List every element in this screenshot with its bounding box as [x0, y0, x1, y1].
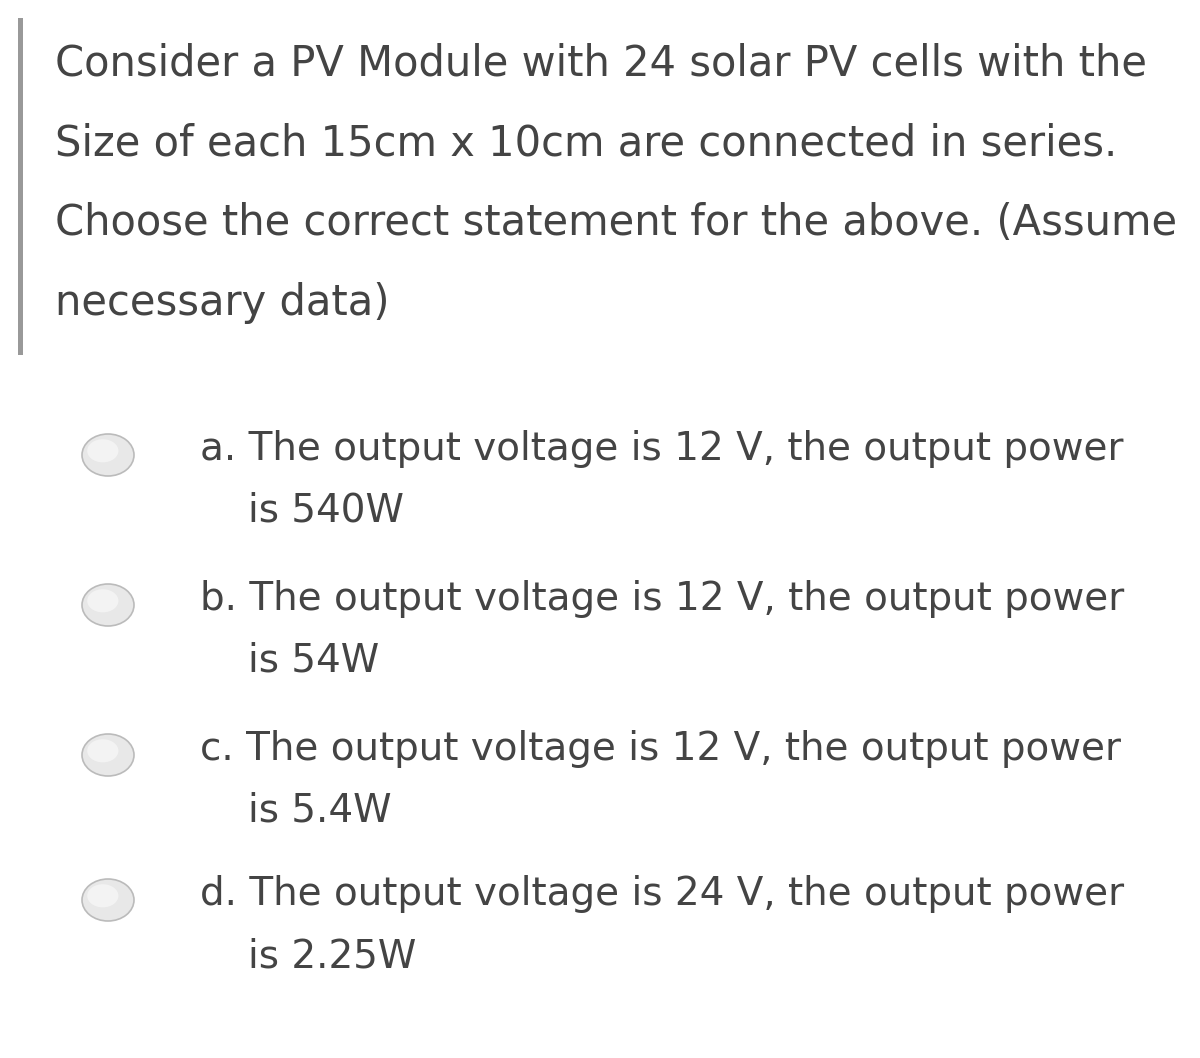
- Text: c. The output voltage is 12 V, the output power: c. The output voltage is 12 V, the outpu…: [200, 730, 1121, 768]
- Ellipse shape: [88, 589, 119, 613]
- Ellipse shape: [82, 434, 134, 476]
- Text: a. The output voltage is 12 V, the output power: a. The output voltage is 12 V, the outpu…: [200, 430, 1123, 468]
- Text: is 5.4W: is 5.4W: [248, 792, 391, 829]
- Bar: [18, 18, 23, 355]
- Text: d. The output voltage is 24 V, the output power: d. The output voltage is 24 V, the outpu…: [200, 875, 1124, 913]
- Text: Size of each 15cm x 10cm are connected in series.: Size of each 15cm x 10cm are connected i…: [55, 122, 1117, 164]
- Ellipse shape: [82, 734, 134, 776]
- Ellipse shape: [88, 439, 119, 462]
- Ellipse shape: [88, 884, 119, 908]
- Text: is 540W: is 540W: [248, 492, 404, 530]
- Text: b. The output voltage is 12 V, the output power: b. The output voltage is 12 V, the outpu…: [200, 580, 1124, 618]
- Text: Consider a PV Module with 24 solar PV cells with the: Consider a PV Module with 24 solar PV ce…: [55, 42, 1147, 84]
- Text: necessary data): necessary data): [55, 282, 390, 324]
- Text: is 2.25W: is 2.25W: [248, 937, 416, 975]
- Ellipse shape: [82, 584, 134, 626]
- Ellipse shape: [82, 879, 134, 922]
- Text: Choose the correct statement for the above. (Assume: Choose the correct statement for the abo…: [55, 202, 1177, 244]
- Text: is 54W: is 54W: [248, 642, 379, 680]
- Ellipse shape: [88, 740, 119, 763]
